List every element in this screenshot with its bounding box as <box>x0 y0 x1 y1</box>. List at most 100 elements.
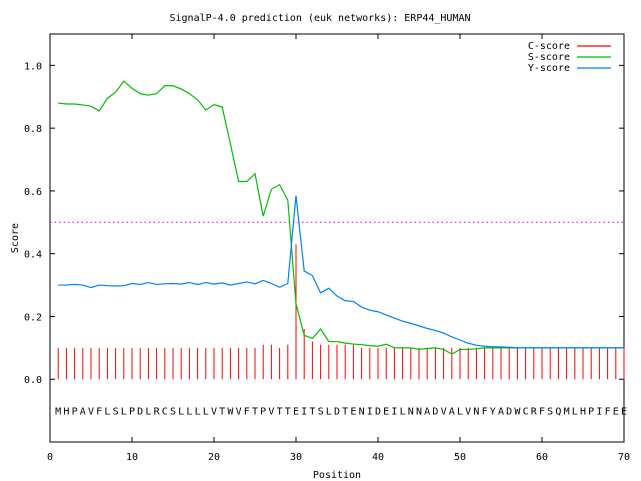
sequence-letter: V <box>211 407 217 418</box>
sequence-letter: D <box>137 407 143 418</box>
sequence-letter: V <box>88 407 94 418</box>
sequence-letter: A <box>498 407 504 418</box>
x-tick-label: 70 <box>618 452 630 463</box>
y-axis-label: Score <box>10 223 21 253</box>
sequence-letter: F <box>244 407 250 418</box>
sequence-letter: T <box>277 407 283 418</box>
legend-label: S-score <box>528 52 570 63</box>
sequence-letter: H <box>63 407 69 418</box>
sequence-letter: I <box>301 407 307 418</box>
legend-label: C-score <box>528 41 570 52</box>
sequence-letter: L <box>145 407 151 418</box>
sequence-letter: N <box>359 407 365 418</box>
sequence-letter: S <box>170 407 176 418</box>
y-tick-label: 0.4 <box>24 250 42 261</box>
y-tick-label: 1.0 <box>24 61 42 72</box>
sequence-letter: P <box>72 407 78 418</box>
sequence-letter: E <box>613 407 619 418</box>
sequence-letter: V <box>236 407 242 418</box>
legend-label: Y-score <box>528 63 570 74</box>
x-tick-label: 0 <box>47 452 53 463</box>
sequence-letter: M <box>55 407 61 418</box>
sequence-letter: L <box>186 407 192 418</box>
sequence-letter: M <box>564 407 570 418</box>
sequence-letter: N <box>473 407 479 418</box>
sequence-letter: L <box>195 407 201 418</box>
series-layer <box>57 80 625 380</box>
sequence-letter: T <box>309 407 315 418</box>
x-tick-label: 30 <box>290 452 302 463</box>
sequence-letter: F <box>539 407 545 418</box>
sequence-letter: A <box>424 407 430 418</box>
sequence-letter: V <box>441 407 447 418</box>
sequence-letter: C <box>523 407 529 418</box>
sequence-letter: T <box>219 407 225 418</box>
sequence-letter: C <box>162 407 168 418</box>
sequence-letter: P <box>129 407 135 418</box>
sequence-letter: W <box>514 407 521 418</box>
x-tick-label: 40 <box>372 452 384 463</box>
y-tick-label: 0.2 <box>24 312 42 323</box>
x-tick-label: 10 <box>126 452 138 463</box>
sequence-letter: E <box>621 407 627 418</box>
sequence-letter: V <box>268 407 274 418</box>
sequence-letter: A <box>80 407 86 418</box>
sequence-letter: L <box>400 407 406 418</box>
sequence-letter: F <box>605 407 611 418</box>
sequence-letter: R <box>531 407 538 418</box>
sequence-letter: I <box>391 407 397 418</box>
sequence-letter: D <box>375 407 381 418</box>
sequence-letter: S <box>547 407 553 418</box>
x-tick-label: 50 <box>454 452 466 463</box>
sequence-letter: Y <box>490 407 496 418</box>
sequence-letter: P <box>588 407 594 418</box>
sequence-letter: F <box>96 407 102 418</box>
sequence-letter: L <box>178 407 184 418</box>
sequence-letter: T <box>285 407 291 418</box>
x-tick-label: 60 <box>536 452 548 463</box>
sequence-letter: L <box>121 407 127 418</box>
sequence-letter: T <box>342 407 348 418</box>
sequence-letter: D <box>506 407 512 418</box>
sequence-letter: D <box>334 407 340 418</box>
sequence-letter: T <box>252 407 258 418</box>
sequence-letter: E <box>383 407 389 418</box>
y-tick-label: 0.0 <box>24 375 42 386</box>
chart-title: SignalP-4.0 prediction (euk networks): E… <box>169 13 470 24</box>
sequence-letter: L <box>203 407 209 418</box>
sequence-letter: L <box>572 407 578 418</box>
s-score-line <box>58 80 624 355</box>
sequence-letter: E <box>350 407 356 418</box>
sequence-letter: F <box>482 407 488 418</box>
x-axis: 0 10 20 30 40 50 60 70 <box>47 34 630 463</box>
sequence-letter: I <box>367 407 373 418</box>
sequence-letter: V <box>465 407 471 418</box>
sequence-letter: S <box>318 407 324 418</box>
plot-frame <box>49 33 625 443</box>
sequence-letter: D <box>432 407 438 418</box>
sequence-letter: N <box>408 407 414 418</box>
y-score-line <box>58 195 624 349</box>
sequence-letter: E <box>293 407 299 418</box>
sequence-letter: P <box>260 407 266 418</box>
sequence-letter: Q <box>555 407 561 418</box>
sequence-letter: L <box>457 407 463 418</box>
sequence-letter: R <box>154 407 161 418</box>
x-tick-label: 20 <box>208 452 220 463</box>
y-axis: 0.0 0.2 0.4 0.6 0.8 1.0 <box>24 61 624 386</box>
x-axis-label: Position <box>313 470 361 481</box>
sequence-letter: I <box>596 407 602 418</box>
y-tick-label: 0.8 <box>24 124 42 135</box>
y-tick-label: 0.6 <box>24 187 42 198</box>
sequence-letter: N <box>416 407 422 418</box>
sequence-letter: H <box>580 407 586 418</box>
sequence-letter: S <box>113 407 119 418</box>
sequence-letter: W <box>227 407 234 418</box>
sequence-letter: A <box>449 407 455 418</box>
sequence-letter: L <box>326 407 332 418</box>
sequence-letter: L <box>104 407 110 418</box>
